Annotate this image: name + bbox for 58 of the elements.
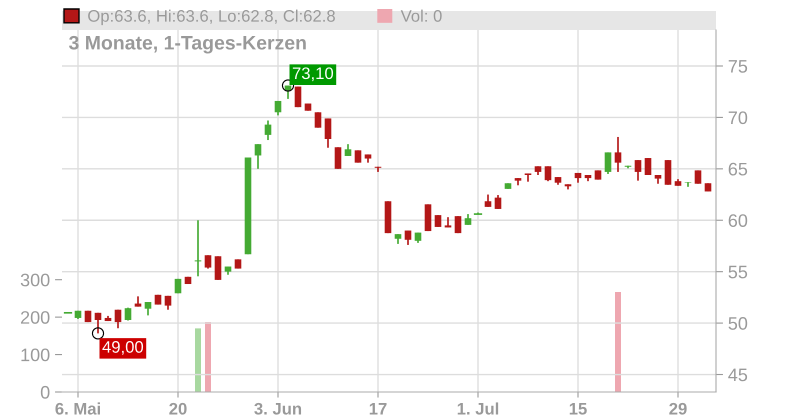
chart-title: 3 Monate, 1-Tages-Kerzen xyxy=(68,36,306,54)
candlestick xyxy=(494,194,502,210)
candlestick xyxy=(124,306,132,322)
y-tick-label: 55 xyxy=(728,266,748,278)
candlestick xyxy=(444,216,452,228)
x-tick-label: 1. Jul xyxy=(458,402,498,415)
x-tick-label: 15 xyxy=(570,403,587,415)
x-tick-label: 6. Mai xyxy=(55,402,100,415)
y2-tick-label: 200 xyxy=(20,311,50,324)
candlestick xyxy=(144,301,152,316)
legend-label: Op:63.6, Hi:63.6, Lo:62.8, Cl:62.8 xyxy=(88,10,335,26)
candlestick xyxy=(434,214,442,228)
y-tick-label: 45 xyxy=(728,368,748,382)
candlestick xyxy=(484,194,492,208)
candlestick xyxy=(524,172,532,183)
candlestick xyxy=(464,213,472,226)
y2-tick-label: 100 xyxy=(21,348,50,362)
candlestick xyxy=(174,278,182,294)
y-tick-label: 70 xyxy=(728,111,748,124)
candlestick xyxy=(164,295,172,311)
x-tick-label: 29 xyxy=(669,402,687,415)
candlestick xyxy=(634,159,642,182)
candlestick xyxy=(114,308,122,330)
y2-tick-label: 300 xyxy=(20,274,50,286)
y2-tick-label: 0 xyxy=(40,386,50,399)
candlestick xyxy=(684,181,692,188)
y-tick-label: 65 xyxy=(728,162,748,176)
candlestick xyxy=(614,136,622,173)
y-tick-label: 60 xyxy=(728,214,748,227)
bar xyxy=(615,292,621,392)
candlestick xyxy=(454,215,462,234)
x-tick-label: 20 xyxy=(169,402,187,415)
candlestick xyxy=(404,230,412,246)
candlestick xyxy=(194,219,202,278)
candlestick xyxy=(264,120,272,141)
candlestick xyxy=(374,166,382,173)
candlestick xyxy=(294,86,302,108)
candlestick xyxy=(604,152,612,175)
candlestick xyxy=(544,165,552,182)
candlestick xyxy=(414,232,422,244)
bar xyxy=(205,322,211,392)
candlestick xyxy=(274,100,282,116)
candlestick xyxy=(254,143,262,170)
candlestick xyxy=(344,143,352,157)
annotation: 49,00 xyxy=(102,341,144,355)
candlestick xyxy=(214,255,222,281)
candlestick xyxy=(334,146,342,170)
candlestick xyxy=(204,254,212,270)
candlestick xyxy=(324,118,332,149)
y-tick-label: 75 xyxy=(728,60,748,73)
x-tick-label: 17 xyxy=(370,403,387,414)
y-tick-label: 50 xyxy=(728,317,748,330)
annotation: 73,10 xyxy=(292,67,334,82)
bar xyxy=(195,328,201,392)
candlestick xyxy=(394,233,402,245)
legend-label: Vol: 0 xyxy=(400,10,442,22)
x-tick-label: 3. Jun xyxy=(254,402,302,415)
candlestick xyxy=(644,157,652,176)
